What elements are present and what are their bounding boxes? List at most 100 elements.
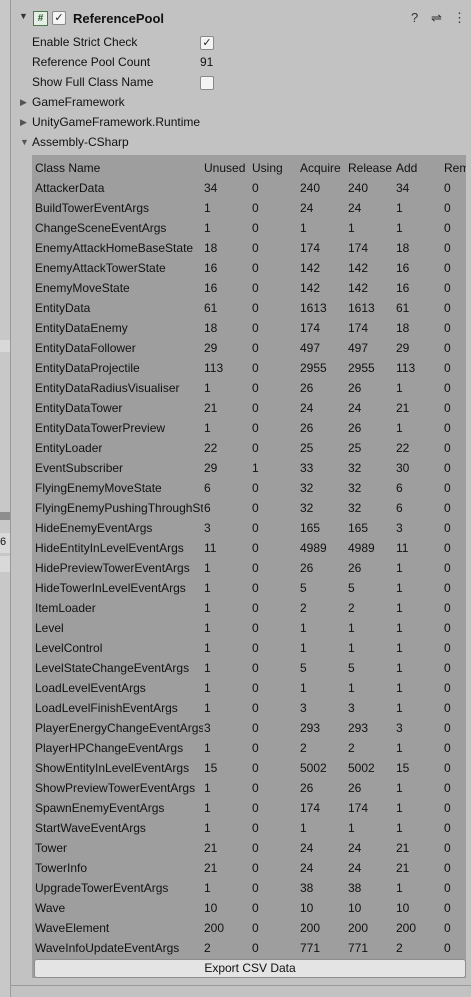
- count-cell: 34: [204, 181, 218, 195]
- count-cell: 0: [444, 481, 451, 495]
- count-cell: 165: [348, 521, 369, 535]
- count-cell: 10: [204, 901, 218, 915]
- collapsed-arrow-icon[interactable]: ▶: [20, 117, 27, 127]
- count-cell: 0: [252, 361, 259, 375]
- table-row: HideEnemyEventArgs 3 0 165 165 3 0: [32, 517, 466, 537]
- column-header: Unused: [204, 161, 246, 175]
- count-cell: 3: [300, 701, 307, 715]
- count-cell: 6: [396, 501, 403, 515]
- column-header: Add: [396, 161, 418, 175]
- component-enabled-checkbox[interactable]: ✓: [52, 11, 66, 25]
- count-cell: 24: [348, 841, 362, 855]
- count-cell: 32: [300, 481, 314, 495]
- class-name-cell: ShowEntityInLevelEventArgs: [35, 761, 190, 775]
- count-cell: 240: [300, 181, 321, 195]
- count-cell: 0: [444, 641, 451, 655]
- table-row: Tower 21 0 24 24 21 0: [32, 837, 466, 857]
- count-cell: 1: [204, 821, 211, 835]
- count-cell: 0: [252, 221, 259, 235]
- enable-strict-check-checkbox[interactable]: ✓: [200, 36, 214, 50]
- component-header[interactable]: ▼ # ✓ ReferencePool ? ⇌ ⋮: [11, 8, 471, 28]
- count-cell: 1: [204, 661, 211, 675]
- count-cell: 1: [396, 801, 403, 815]
- count-cell: 4989: [348, 541, 375, 555]
- table-row: BuildTowerEventArgs 1 0 24 24 1 0: [32, 197, 466, 217]
- table-row: PlayerEnergyChangeEventArgs 3 0 293 293 3 0: [32, 717, 466, 737]
- class-name-cell: LoadLevelEventArgs: [35, 681, 146, 695]
- count-cell: 32: [348, 481, 362, 495]
- export-csv-button[interactable]: Export CSV Data: [34, 959, 466, 978]
- count-cell: 0: [252, 661, 259, 675]
- count-cell: 26: [348, 561, 362, 575]
- class-name-cell: LevelStateChangeEventArgs: [35, 661, 190, 675]
- count-cell: 142: [300, 281, 321, 295]
- help-icon[interactable]: ?: [411, 10, 419, 25]
- count-cell: 0: [252, 681, 259, 695]
- count-cell: 1: [204, 561, 211, 575]
- foldout-arrow-icon[interactable]: ▼: [19, 11, 28, 21]
- presets-icon[interactable]: ⇌: [431, 10, 442, 25]
- enable-strict-check-row: Enable Strict Check ✓: [11, 32, 471, 52]
- count-cell: 25: [300, 441, 314, 455]
- hierarchy-divider: [0, 512, 10, 520]
- count-cell: 1: [396, 221, 403, 235]
- assembly-foldout-assembly-csharp[interactable]: ▼ Assembly-CSharp: [11, 132, 471, 152]
- class-name-cell: ItemLoader: [35, 601, 96, 615]
- count-cell: 15: [204, 761, 218, 775]
- count-cell: 0: [444, 381, 451, 395]
- reference-pool-count-row: Reference Pool Count 91: [11, 52, 471, 72]
- count-cell: 0: [444, 621, 451, 635]
- count-cell: 2: [204, 941, 211, 955]
- collapsed-arrow-icon[interactable]: ▶: [20, 97, 27, 107]
- count-cell: 21: [396, 401, 410, 415]
- count-cell: 0: [444, 661, 451, 675]
- count-cell: 0: [444, 781, 451, 795]
- count-cell: 32: [300, 501, 314, 515]
- count-cell: 240: [348, 181, 369, 195]
- column-header: Acquire: [300, 161, 341, 175]
- show-full-class-name-row: Show Full Class Name: [11, 72, 471, 92]
- count-cell: 1: [396, 821, 403, 835]
- count-cell: 0: [444, 841, 451, 855]
- inspector-panel: ▼ # ✓ ReferencePool ? ⇌ ⋮ Enable Strict …: [10, 0, 471, 997]
- show-full-class-name-checkbox[interactable]: [200, 76, 214, 90]
- component-title: ReferencePool: [73, 11, 165, 26]
- count-cell: 0: [252, 201, 259, 215]
- count-cell: 24: [348, 201, 362, 215]
- count-cell: 0: [444, 821, 451, 835]
- reference-pool-table: Class Name Unused Using Acquire Release …: [32, 155, 466, 978]
- assembly-foldout-gameframework[interactable]: ▶ GameFramework: [11, 92, 471, 112]
- count-cell: 0: [444, 681, 451, 695]
- enable-strict-check-label: Enable Strict Check: [32, 35, 138, 49]
- column-header: Using: [252, 161, 283, 175]
- count-cell: 26: [348, 381, 362, 395]
- count-cell: 16: [204, 281, 218, 295]
- count-cell: 3: [348, 701, 355, 715]
- class-name-cell: ShowPreviewTowerEventArgs: [35, 781, 196, 795]
- assembly-foldout-unitygameframework[interactable]: ▶ UnityGameFramework.Runtime: [11, 112, 471, 132]
- class-name-cell: FlyingEnemyMoveState: [35, 481, 162, 495]
- count-cell: 0: [444, 221, 451, 235]
- class-name-cell: EntityDataTowerPreview: [35, 421, 166, 435]
- count-cell: 1: [252, 461, 259, 475]
- count-cell: 6: [204, 481, 211, 495]
- table-row: ChangeSceneEventArgs 1 0 1 1 1 0: [32, 217, 466, 237]
- count-cell: 174: [300, 241, 321, 255]
- count-cell: 16: [396, 261, 410, 275]
- count-cell: 0: [252, 501, 259, 515]
- count-cell: 1: [204, 641, 211, 655]
- table-row: ItemLoader 1 0 2 2 1 0: [32, 597, 466, 617]
- count-cell: 0: [444, 321, 451, 335]
- count-cell: 1: [348, 821, 355, 835]
- script-icon: #: [33, 11, 48, 26]
- count-cell: 5: [300, 661, 307, 675]
- column-header: Release: [348, 161, 393, 175]
- count-cell: 21: [396, 861, 410, 875]
- kebab-menu-icon[interactable]: ⋮: [453, 10, 466, 25]
- count-cell: 1: [300, 221, 307, 235]
- expanded-arrow-icon[interactable]: ▼: [20, 137, 29, 147]
- count-cell: 32: [348, 501, 362, 515]
- count-cell: 18: [396, 241, 410, 255]
- count-cell: 497: [348, 341, 369, 355]
- count-cell: 3: [204, 521, 211, 535]
